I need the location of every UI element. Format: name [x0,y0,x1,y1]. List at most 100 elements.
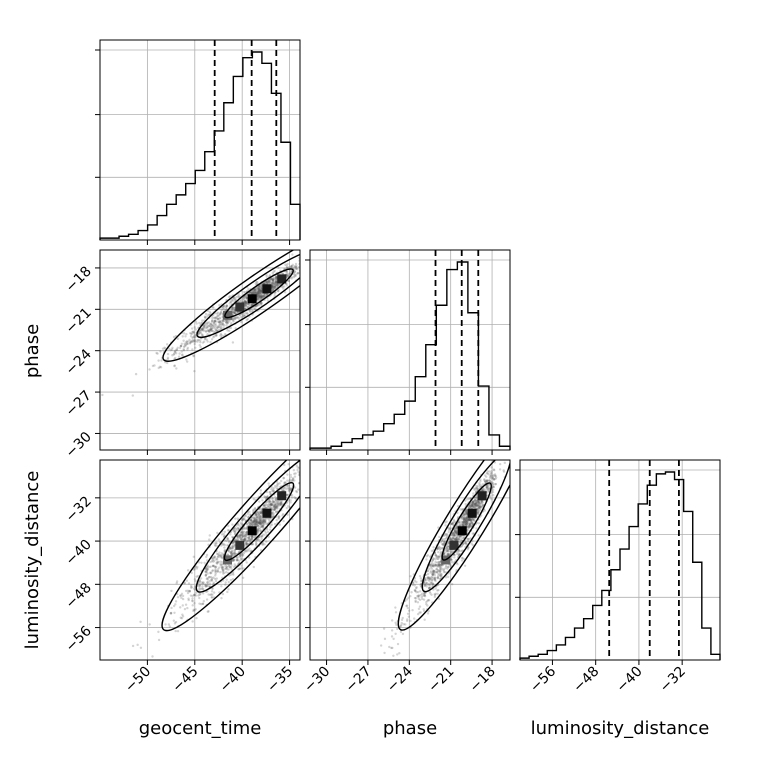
sample-point [469,505,472,508]
sample-point [291,478,294,482]
sample-point [453,534,456,538]
sample-point [248,513,252,516]
sample-point [274,291,277,294]
sample-point [234,317,237,320]
sample-point [238,567,242,570]
sample-point [223,549,227,552]
sample-point [454,537,457,541]
sample-point [259,293,262,296]
sample-point [431,573,435,576]
sample-point [439,551,443,554]
sample-point [206,333,209,336]
sample-point [453,531,457,534]
sample-point [192,335,195,339]
sample-point [314,466,316,468]
sample-point [233,552,237,555]
panel-frame [99,249,301,451]
sample-point [244,301,248,305]
sample-point [248,540,252,543]
sample-point [263,281,266,285]
sample-point [180,617,184,620]
sample-point [193,568,196,571]
sample-point [457,553,461,557]
sample-point [274,284,277,287]
sample-point [272,278,275,281]
sample-point [274,496,277,499]
sample-point [460,559,464,562]
sample-point [439,568,442,572]
sample-point [214,328,217,331]
sample-point [257,517,261,521]
sample-point [258,284,261,288]
sample-point [246,306,250,309]
sample-point [244,534,248,538]
sample-point [489,474,492,477]
sample-point [193,336,197,339]
sample-point [241,314,245,317]
sample-point [260,509,264,512]
sample-point [426,572,430,576]
density-cell [277,274,287,284]
sample-point [430,564,434,568]
sample-point [462,518,465,521]
sample-point [426,554,430,557]
sample-point [200,587,203,591]
sample-point [473,502,477,506]
sample-point [260,295,263,298]
sample-point [193,342,196,346]
sample-point [231,306,234,310]
sample-point [419,593,422,597]
sample-point [434,563,437,567]
sample-point [225,565,228,568]
sample-point [200,581,204,584]
sample-point [439,566,442,569]
sample-point [228,295,232,298]
sample-point [202,581,205,585]
sample-point [445,549,448,552]
sample-point [476,501,480,505]
sample-point [257,287,261,291]
sample-point [253,520,256,524]
sample-point [260,289,263,292]
sample-point [296,466,299,469]
sample-point [264,517,267,520]
sample-point [186,589,190,593]
sample-point [294,472,297,475]
sample-point [462,513,466,516]
sample-point [274,504,277,507]
sample-point [232,320,235,323]
sample-point [458,521,462,525]
sample-point [188,589,192,593]
sample-point [472,500,476,503]
sample-point [219,323,222,327]
sample-point [492,482,495,486]
panel-luminosity_distance-vs-luminosity_distance: −56 −48 −40 −32 [515,459,721,696]
sample-point [196,340,199,343]
sample-point [481,483,484,486]
sample-point [198,331,202,334]
sample-point [236,559,239,562]
sample-point [189,341,192,345]
sample-point [248,523,252,527]
sample-point [218,319,221,323]
sample-point [226,529,230,532]
sample-point [477,501,481,504]
sample-point [257,521,260,525]
sample-point [170,348,174,351]
sample-point [204,327,207,330]
sample-point [461,556,464,560]
sample-point [452,531,456,535]
sample-point [258,298,261,301]
sample-point [204,574,208,577]
sample-point [263,519,267,523]
sample-point [257,513,260,516]
sample-point [437,588,440,592]
sample-point [458,534,462,538]
sample-point [468,506,471,509]
sample-point [475,495,478,498]
sample-point [321,451,323,453]
sample-point [472,505,475,508]
sample-point [251,303,254,306]
sample-point [209,312,212,315]
sample-point [441,542,444,546]
